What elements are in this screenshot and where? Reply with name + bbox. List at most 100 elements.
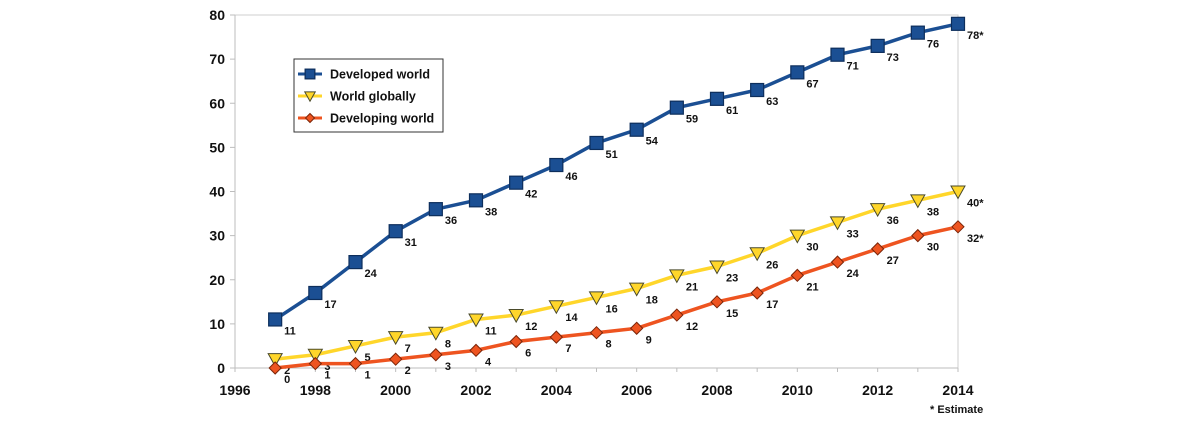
developed-world-data-label: 42: [525, 189, 537, 201]
developing-world-point: [308, 356, 323, 371]
developing-world-point: [911, 228, 925, 243]
world-globally-point: [789, 229, 806, 244]
world-globally-data-label: 30: [806, 242, 818, 254]
world-globally-data-label: 33: [847, 228, 859, 240]
world-globally-data-label: 18: [646, 295, 658, 307]
developed-world-point: [589, 135, 604, 151]
developing-world-data-label: 21: [806, 281, 818, 293]
legend-marker-developed-world: [304, 68, 316, 80]
developed-world-point: [870, 38, 885, 53]
developed-world-point: [669, 100, 684, 115]
world-globally-point: [709, 260, 725, 275]
world-globally-data-label: 38: [927, 206, 939, 218]
world-globally-point: [347, 339, 364, 354]
world-globally-data-label: 23: [726, 273, 738, 285]
developing-world-data-label: 30: [927, 242, 939, 254]
world-globally-data-label: 12: [525, 321, 537, 333]
y-tick-label: 80: [209, 7, 225, 23]
world-globally-point: [950, 185, 966, 200]
developed-world-point: [709, 91, 725, 106]
world-globally-point: [307, 348, 324, 363]
developed-world-data-label: 36: [445, 215, 457, 227]
legend-label-developed-world: Developed world: [330, 68, 430, 82]
developing-world-data-label: 12: [686, 321, 698, 333]
world-globally-point: [869, 203, 886, 218]
developing-world-data-label: 0: [284, 374, 290, 386]
developed-world-data-label: 31: [405, 237, 417, 249]
legend-marker-developing-world: [304, 112, 316, 124]
world-globally-point: [628, 282, 645, 297]
x-tick-label: 2008: [701, 382, 732, 398]
developed-world-series: 11 17 24 31 36 38 42 46 51 54 59 61 63 67 71 73 76 78*: [268, 16, 984, 337]
world-globally-data-label: 5: [365, 352, 371, 364]
developing-world-point: [589, 325, 604, 340]
developing-world-data-label: 1: [365, 370, 371, 382]
world-globally-data-label: 3: [324, 361, 330, 373]
developed-world-data-label: 76: [927, 39, 939, 51]
developing-world-data-label: 32*: [967, 233, 984, 245]
developed-world-data-label: 61: [726, 105, 738, 117]
developed-world-data-label: 63: [766, 96, 778, 108]
developing-world-point: [509, 334, 523, 349]
world-globally-point: [468, 313, 484, 328]
world-globally-data-label: 21: [686, 281, 698, 293]
developed-world-data-label: 67: [806, 78, 818, 90]
world-globally-point: [548, 300, 565, 315]
x-tick-label: 2004: [541, 382, 572, 398]
world-globally-point: [427, 326, 444, 341]
developed-world-point: [388, 224, 403, 239]
developing-world-data-label: 2: [405, 365, 411, 377]
y-tick-label: 20: [209, 272, 225, 288]
world-globally-data-label: 8: [445, 339, 451, 351]
developed-world-data-label: 71: [847, 61, 859, 73]
developing-world-point: [870, 242, 885, 256]
x-tick-label: 2000: [380, 382, 411, 398]
developed-world-data-label: 73: [887, 52, 899, 64]
developing-world-point: [388, 352, 403, 366]
x-tick-label: 2012: [862, 382, 893, 398]
developed-world-data-label: 78*: [967, 30, 984, 42]
developed-world-data-label: 38: [485, 206, 497, 218]
developing-world-point: [268, 361, 282, 375]
y-tick-label: 30: [209, 228, 225, 244]
y-tick-label: 40: [209, 184, 225, 200]
y-tick-label: 70: [209, 51, 225, 67]
y-tick-label: 10: [209, 316, 225, 332]
world-globally-data-label: 14: [565, 312, 578, 324]
y-tick-label: 60: [209, 95, 225, 111]
developing-world-data-label: 15: [726, 308, 738, 320]
developing-world-data-label: 7: [565, 343, 571, 355]
estimate-footnote: * Estimate: [930, 404, 983, 416]
developing-world-data-label: 8: [606, 339, 612, 351]
developing-world-point: [670, 308, 684, 322]
developing-world-point: [629, 321, 644, 335]
developed-world-point: [750, 82, 765, 98]
developed-world-data-label: 59: [686, 114, 698, 126]
world-globally-point: [508, 309, 525, 324]
x-tick-label: 2006: [621, 382, 652, 398]
legend-label-world-globally: World globally: [330, 90, 416, 104]
developing-world-point: [549, 330, 564, 344]
developed-world-data-label: 11: [284, 325, 296, 337]
world-globally-point: [909, 194, 926, 209]
legend: Developed world World globally Developing …: [293, 58, 444, 133]
developing-world-data-label: 1: [324, 370, 330, 382]
x-tick-label: 1998: [300, 382, 331, 398]
developed-world-data-label: 17: [324, 299, 336, 311]
developing-world-data-label: 17: [766, 299, 778, 311]
x-tick-label: 2010: [782, 382, 813, 398]
developed-world-point: [549, 157, 564, 173]
y-tick-label: 0: [217, 360, 225, 376]
developing-world-data-label: 6: [525, 348, 531, 360]
developing-world-data-label: 27: [887, 255, 899, 267]
developing-world-point: [348, 356, 363, 371]
developed-world-point: [509, 175, 524, 190]
developed-world-data-label: 24: [365, 268, 378, 280]
world-globally-data-label: 7: [405, 343, 411, 355]
developed-world-point: [950, 16, 966, 31]
world-globally-point: [387, 331, 404, 346]
